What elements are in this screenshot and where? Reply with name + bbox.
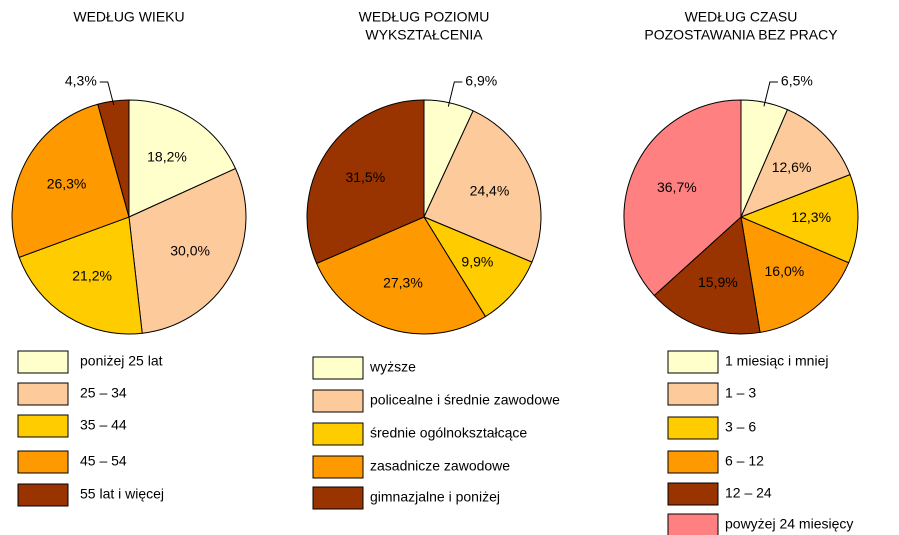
chart-title: WEDŁUG WIEKU bbox=[73, 9, 184, 25]
pie-slice bbox=[11, 103, 130, 258]
legend-swatch bbox=[17, 350, 69, 374]
pie-slice bbox=[128, 99, 237, 218]
legend-label: 12 – 24 bbox=[725, 485, 772, 501]
legend-label: 45 – 54 bbox=[80, 453, 127, 469]
data-label: 26,3% bbox=[47, 176, 87, 192]
legend-label: 1 miesiąc i mniej bbox=[725, 353, 828, 369]
legend-swatch bbox=[667, 350, 719, 374]
legend-swatch bbox=[667, 382, 719, 406]
legend-swatch bbox=[17, 382, 69, 406]
chart-title: WEDŁUG POZIOMU bbox=[359, 9, 490, 25]
legend-swatch bbox=[312, 455, 364, 479]
legend-label: 35 – 44 bbox=[80, 417, 127, 433]
leader-line bbox=[763, 81, 778, 107]
legend-label: 55 lat i więcej bbox=[80, 486, 164, 502]
legend-label: 6 – 12 bbox=[725, 453, 764, 469]
chart-title: WEDŁUG CZASU bbox=[685, 9, 798, 25]
legend-label: wyższe bbox=[369, 359, 416, 375]
data-label: 24,4% bbox=[470, 182, 510, 198]
chart-title: POZOSTAWANIA BEZ PRACY bbox=[644, 27, 838, 43]
data-label: 36,7% bbox=[657, 179, 697, 195]
pie-slice bbox=[740, 216, 850, 334]
data-label: 30,0% bbox=[170, 242, 210, 258]
legend-label: 3 – 6 bbox=[725, 419, 756, 435]
legend-swatch bbox=[667, 482, 719, 506]
data-label: 16,0% bbox=[765, 263, 805, 279]
legend-swatch bbox=[667, 513, 719, 535]
legend-swatch bbox=[312, 486, 364, 510]
legend-swatch bbox=[312, 356, 364, 380]
legend-label: średnie ogólnokształcące bbox=[370, 425, 527, 441]
legend-swatch bbox=[312, 422, 364, 446]
data-label: 6,5% bbox=[781, 73, 813, 89]
pie-slice bbox=[306, 99, 425, 265]
data-label: 18,2% bbox=[147, 149, 187, 165]
data-label: 15,9% bbox=[698, 274, 738, 290]
data-label: 6,9% bbox=[465, 73, 497, 89]
data-label: 12,6% bbox=[772, 159, 812, 175]
pie-slice bbox=[653, 216, 761, 335]
pie-slice bbox=[740, 108, 851, 218]
pie-slice bbox=[128, 167, 247, 334]
legend-label: gimnazjalne i poniżej bbox=[370, 489, 500, 505]
legend-swatch bbox=[312, 389, 364, 413]
data-label: 4,3% bbox=[65, 73, 97, 89]
legend-swatch bbox=[667, 450, 719, 474]
pie-slice bbox=[739, 173, 859, 264]
legend-label: zasadnicze zawodowe bbox=[370, 458, 510, 474]
legend-label: powyżej 24 miesięcy bbox=[725, 516, 853, 532]
chart-title: WYKSZTAŁCENIA bbox=[365, 27, 483, 43]
data-label: 9,9% bbox=[461, 253, 493, 269]
leader-line bbox=[99, 81, 115, 106]
legend-swatch bbox=[667, 416, 719, 440]
data-label: 21,2% bbox=[72, 267, 112, 283]
legend-label: poniżej 25 lat bbox=[80, 353, 163, 369]
legend-label: policealne i średnie zawodowe bbox=[370, 392, 560, 408]
pie-slice bbox=[423, 110, 542, 263]
data-label: 27,3% bbox=[383, 275, 423, 291]
pie-slice bbox=[623, 99, 742, 297]
legend-swatch bbox=[17, 483, 69, 507]
legend-swatch bbox=[17, 414, 69, 438]
pie-slice bbox=[422, 215, 533, 318]
legend-label: 1 – 3 bbox=[725, 385, 756, 401]
data-label: 12,3% bbox=[791, 209, 831, 225]
pie-slice bbox=[315, 216, 487, 335]
leader-line bbox=[447, 81, 463, 107]
legend-swatch bbox=[17, 450, 69, 474]
data-label: 31,5% bbox=[345, 169, 385, 185]
legend-label: 25 – 34 bbox=[80, 385, 127, 401]
